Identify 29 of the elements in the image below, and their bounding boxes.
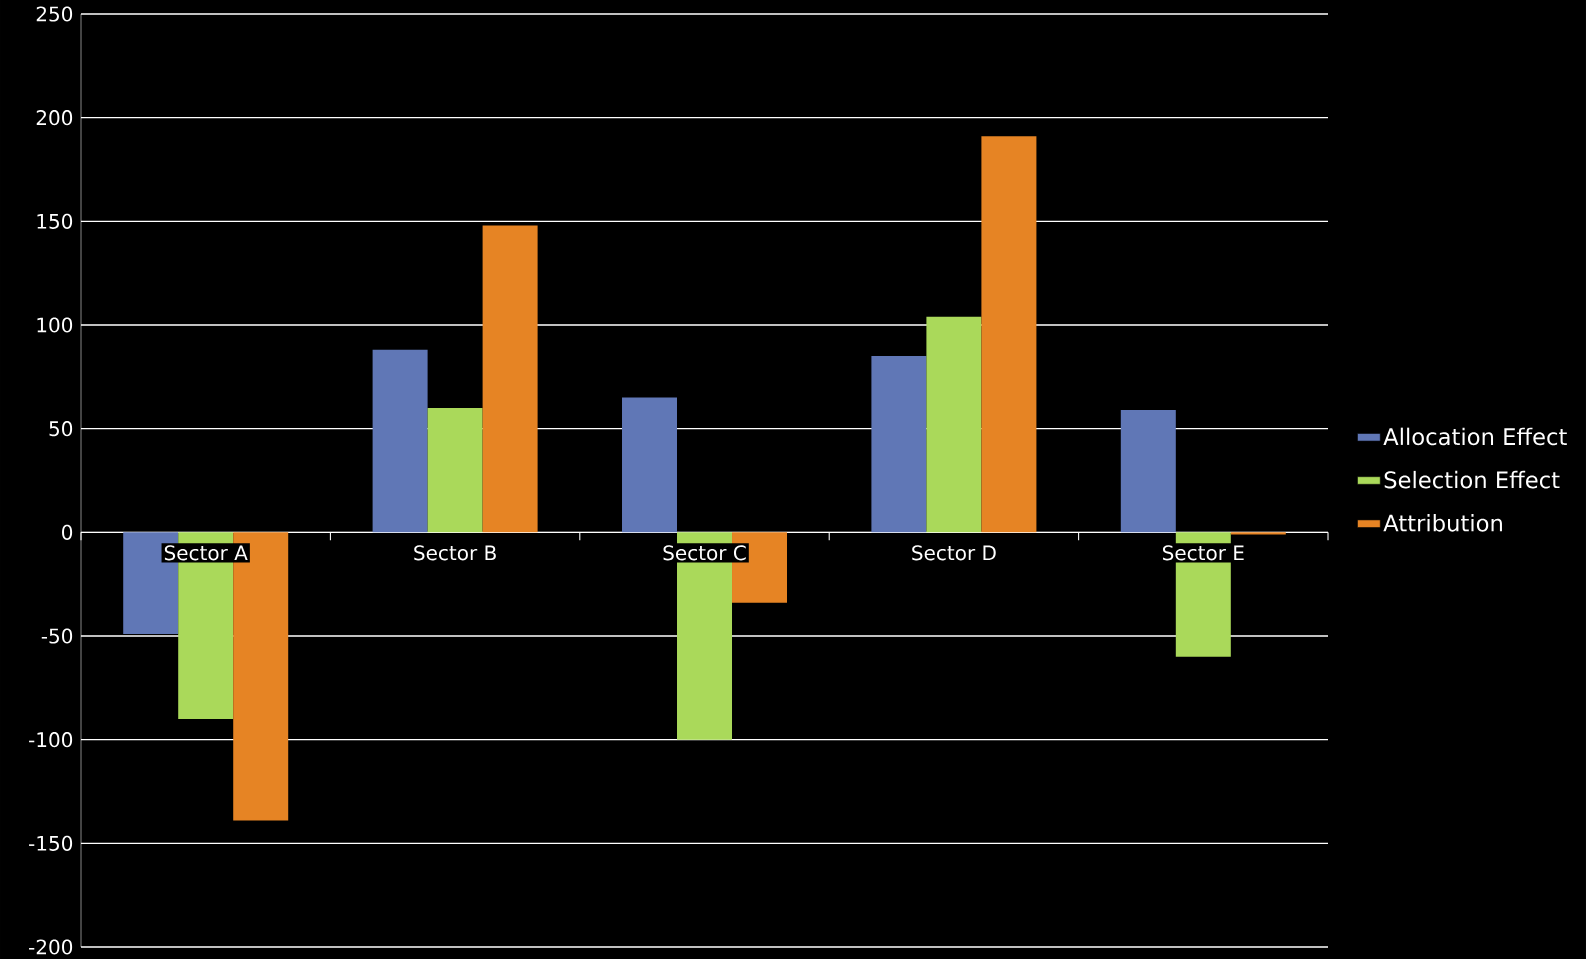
y-tick-label: 250 bbox=[36, 6, 73, 22]
x-tick-label: Sector D bbox=[912, 545, 996, 561]
bar bbox=[981, 136, 1037, 533]
bar bbox=[871, 356, 927, 533]
bar bbox=[427, 407, 483, 533]
bar bbox=[622, 397, 678, 533]
y-tick-label: -200 bbox=[29, 939, 73, 955]
bar bbox=[482, 225, 538, 533]
y-tick-label: 0 bbox=[62, 524, 73, 540]
y-tick-label: 150 bbox=[37, 213, 73, 229]
y-tick-label: -50 bbox=[41, 628, 73, 644]
y-tick-label: 50 bbox=[49, 421, 73, 437]
bar bbox=[926, 316, 982, 533]
y-tick-label: 100 bbox=[37, 317, 73, 333]
bar bbox=[233, 532, 289, 821]
legend-label: Selection Effect bbox=[1384, 470, 1560, 489]
legend-label: Attribution bbox=[1383, 514, 1502, 532]
x-tick-label: Sector E bbox=[1162, 545, 1244, 561]
y-tick-label: 200 bbox=[36, 110, 73, 126]
legend-label: Allocation Effect bbox=[1383, 427, 1567, 446]
bar bbox=[372, 349, 428, 533]
bar bbox=[1230, 532, 1286, 535]
x-tick-label: Sector B bbox=[414, 545, 496, 561]
bar bbox=[732, 532, 788, 603]
y-tick-label: -150 bbox=[29, 835, 73, 851]
bar bbox=[1120, 410, 1176, 533]
x-tick-label: Sector A bbox=[164, 545, 248, 561]
x-tick-label: Sector C bbox=[663, 545, 746, 561]
y-tick-label: -100 bbox=[29, 732, 73, 748]
